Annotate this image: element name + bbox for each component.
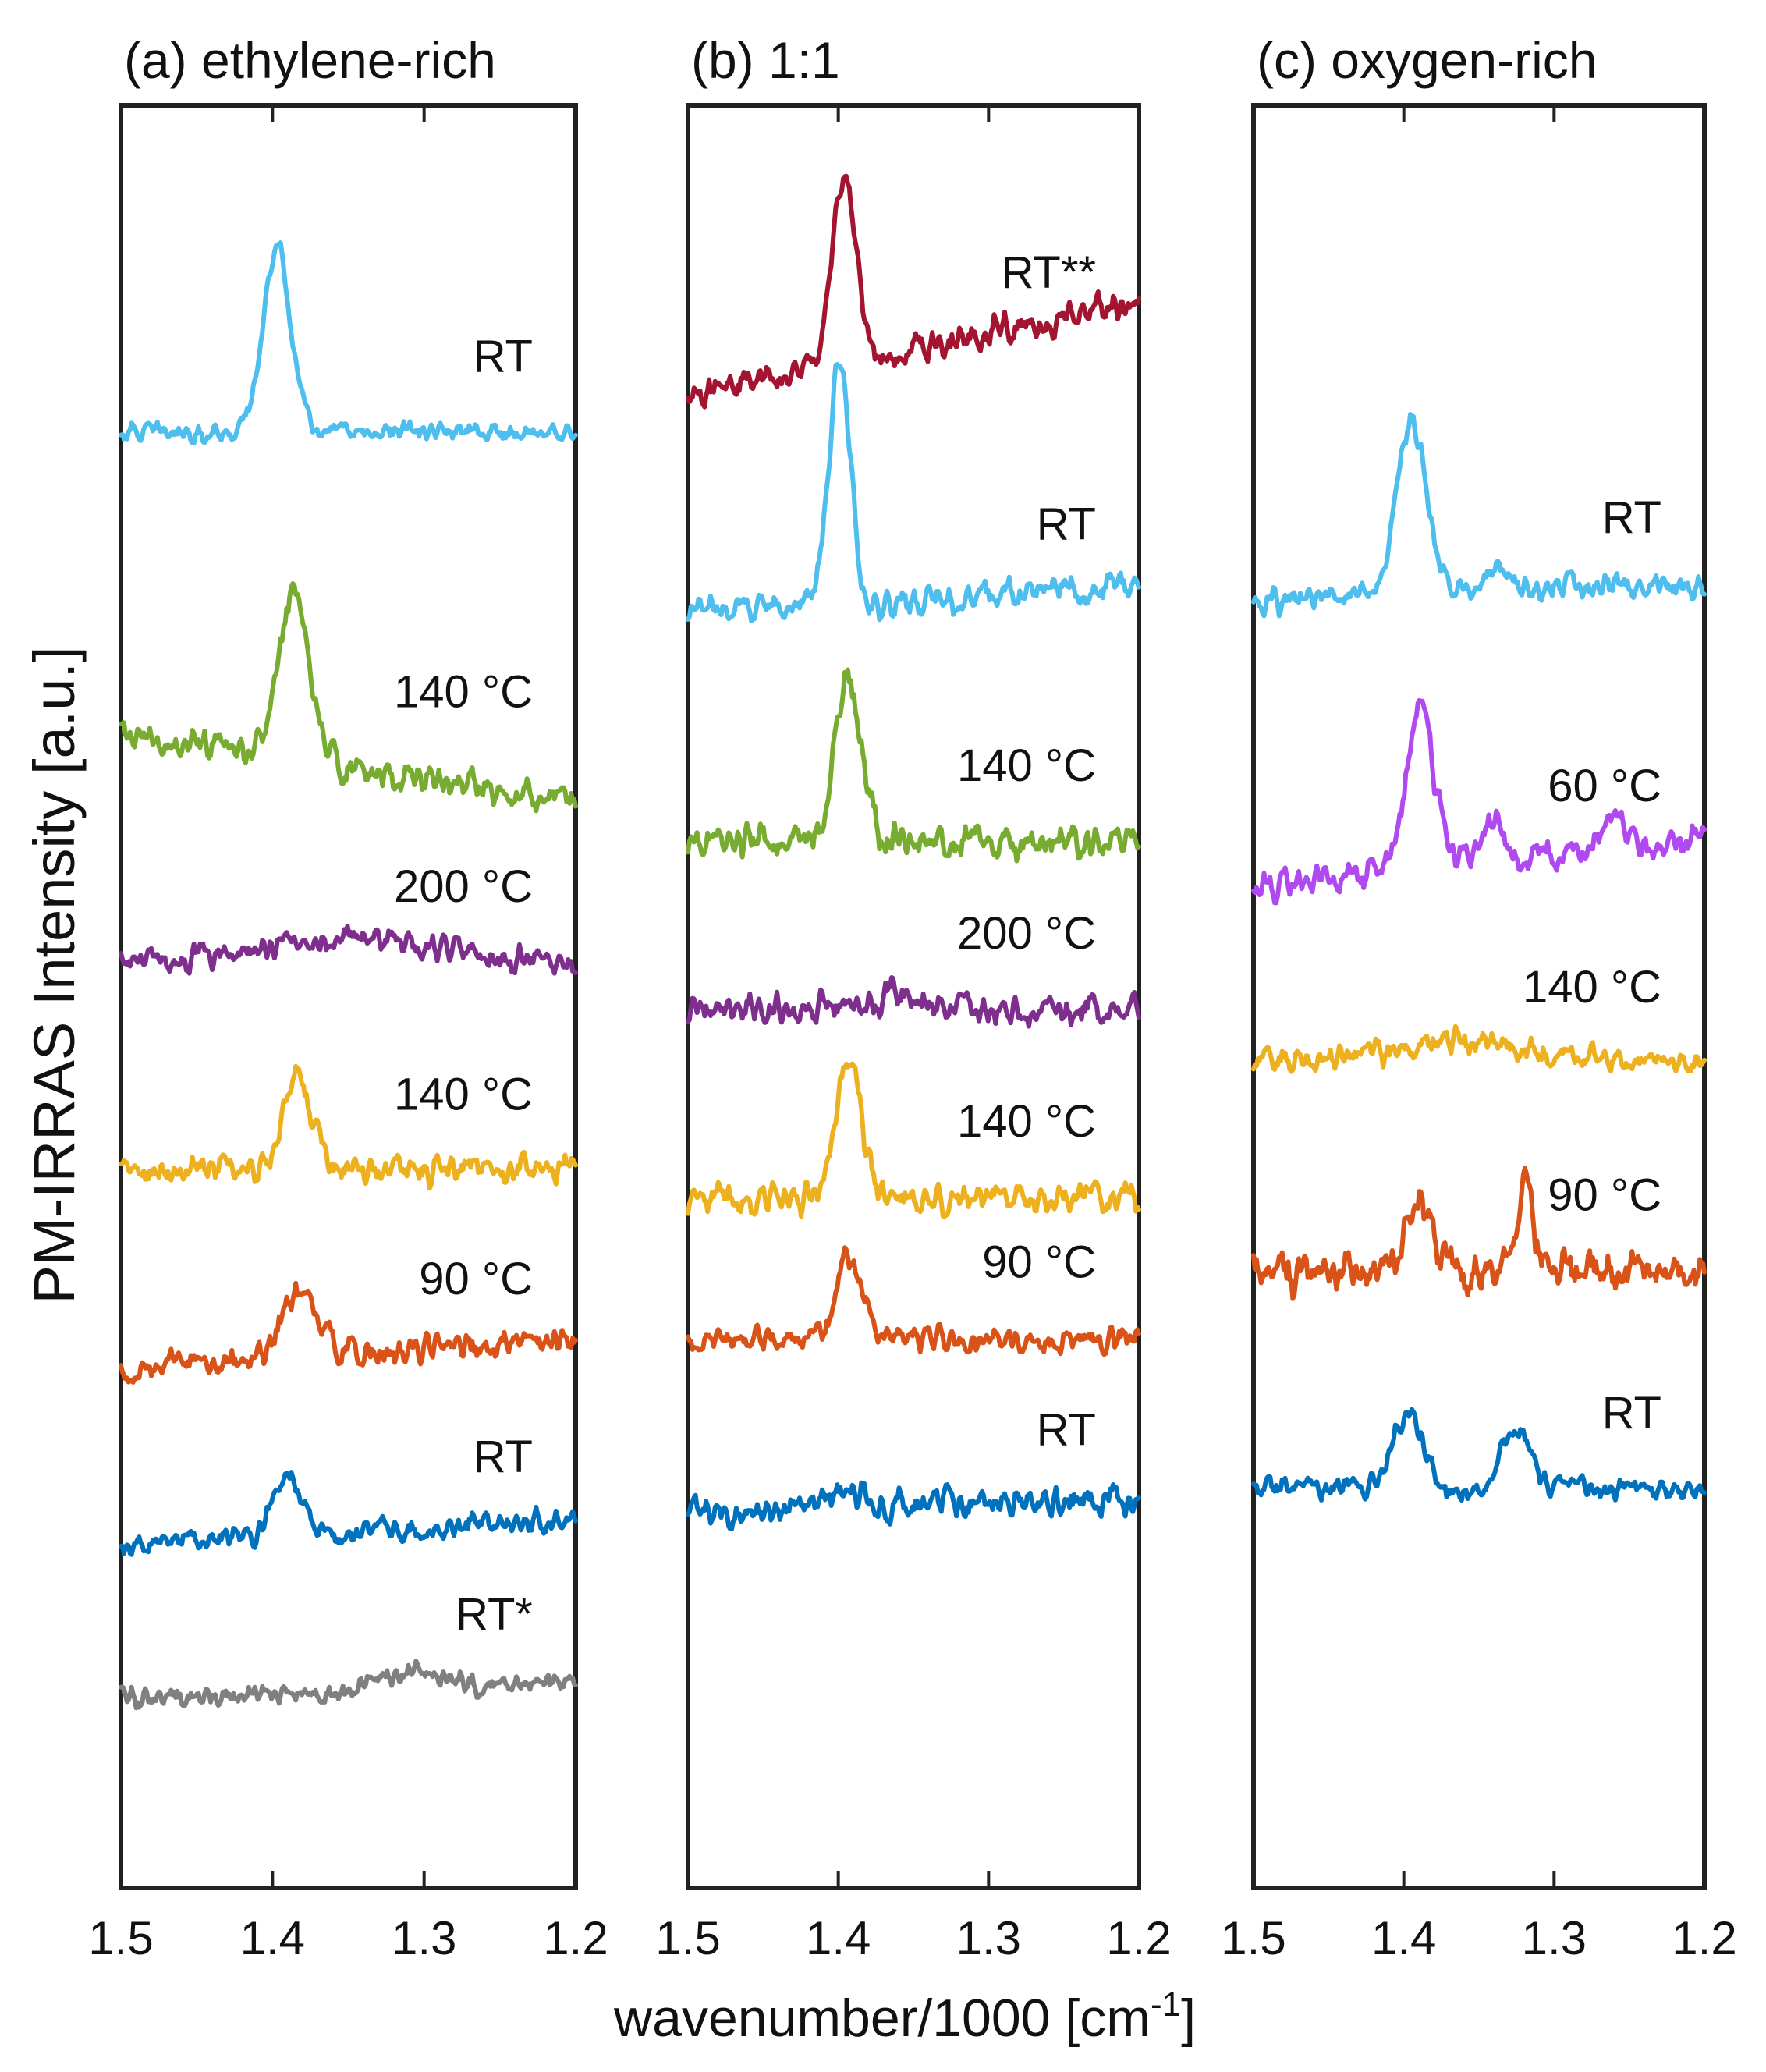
series-label: 140 °C	[957, 1096, 1096, 1147]
series-label: 140 °C	[394, 667, 533, 718]
series-label: RT	[1037, 499, 1096, 550]
series-line	[686, 667, 1141, 864]
x-tick-label: 1.2	[543, 1912, 608, 1964]
x-tick-label: 1.4	[806, 1912, 871, 1964]
series-label: 90 °C	[1548, 1170, 1661, 1221]
x-tick-label: 1.3	[1522, 1912, 1587, 1964]
series-label: RT	[1037, 1405, 1096, 1456]
series-line	[686, 173, 1141, 410]
series-label: RT	[1602, 492, 1661, 543]
x-tick-label: 1.4	[240, 1912, 305, 1964]
series-label: 90 °C	[982, 1237, 1096, 1288]
series-label: RT*	[456, 1589, 533, 1640]
series-label: 90 °C	[419, 1254, 533, 1304]
panel-title: (c) oxygen-rich	[1257, 31, 1597, 89]
y-axis-label: PM-IRRAS Intensity [a.u.]	[22, 646, 87, 1304]
x-axis-label-end: ]	[1181, 1989, 1196, 2048]
series-label: RT	[473, 332, 533, 382]
series-line	[119, 1659, 578, 1711]
x-tick-label: 1.3	[956, 1912, 1021, 1964]
series-line	[686, 1480, 1141, 1531]
series-label: 140 °C	[957, 740, 1096, 791]
series-line	[686, 362, 1141, 624]
series-label: 200 °C	[957, 908, 1096, 959]
series-line	[119, 923, 578, 976]
plot-frame	[1251, 103, 1707, 1890]
series-label: RT	[473, 1432, 533, 1482]
x-tick-label: 1.5	[655, 1912, 720, 1964]
panel-1: (a) ethylene-rich 1.5 1.4 1.3 1.2 RT 140 °C 200…	[88, 31, 608, 1964]
panels: (a) ethylene-rich 1.5 1.4 1.3 1.2 RT 140 °C 200…	[88, 31, 1736, 1964]
series-label: RT**	[1002, 247, 1096, 298]
series-line	[686, 1061, 1141, 1219]
series-line	[119, 1063, 578, 1191]
series-line	[1251, 1024, 1707, 1074]
series-line	[1251, 412, 1707, 619]
x-axis-label: wavenumber/1000 [cm-1]	[613, 1985, 1196, 2048]
series-line	[686, 975, 1141, 1029]
panel-title: (a) ethylene-rich	[124, 31, 496, 89]
series-line	[1251, 1407, 1707, 1503]
x-tick-label: 1.5	[88, 1912, 153, 1964]
series-line	[1251, 1166, 1707, 1301]
x-axis-label-main: wavenumber/1000 [cm	[613, 1989, 1151, 2048]
series-line	[119, 1280, 578, 1385]
x-tick-label: 1.2	[1106, 1912, 1171, 1964]
x-tick-label: 1.4	[1371, 1912, 1436, 1964]
series-label: 60 °C	[1548, 761, 1661, 811]
series-line	[119, 581, 578, 814]
series-line	[119, 240, 578, 446]
series-label: RT	[1602, 1388, 1661, 1439]
series-label: 140 °C	[1523, 962, 1661, 1013]
panel-2: (b) 1:1 1.5 1.4 1.3 1.2 RT** RT 140 °C 200 °C 140…	[655, 31, 1171, 1964]
plot-frame	[686, 103, 1141, 1890]
panel-3: (c) oxygen-rich 1.5 1.4 1.3 1.2 RT 60 °C 140 °C…	[1221, 31, 1736, 1964]
panel-title: (b) 1:1	[691, 31, 840, 89]
x-tick-label: 1.3	[392, 1912, 456, 1964]
x-tick-label: 1.2	[1672, 1912, 1736, 1964]
series-line	[1251, 697, 1707, 906]
series-label: 200 °C	[394, 861, 533, 912]
plot-frame	[119, 103, 578, 1890]
series-label: 140 °C	[394, 1070, 533, 1120]
series-line	[686, 1245, 1141, 1357]
x-axis-label-sup: -1	[1151, 1985, 1181, 2024]
x-tick-label: 1.5	[1221, 1912, 1285, 1964]
series-line	[119, 1470, 578, 1557]
